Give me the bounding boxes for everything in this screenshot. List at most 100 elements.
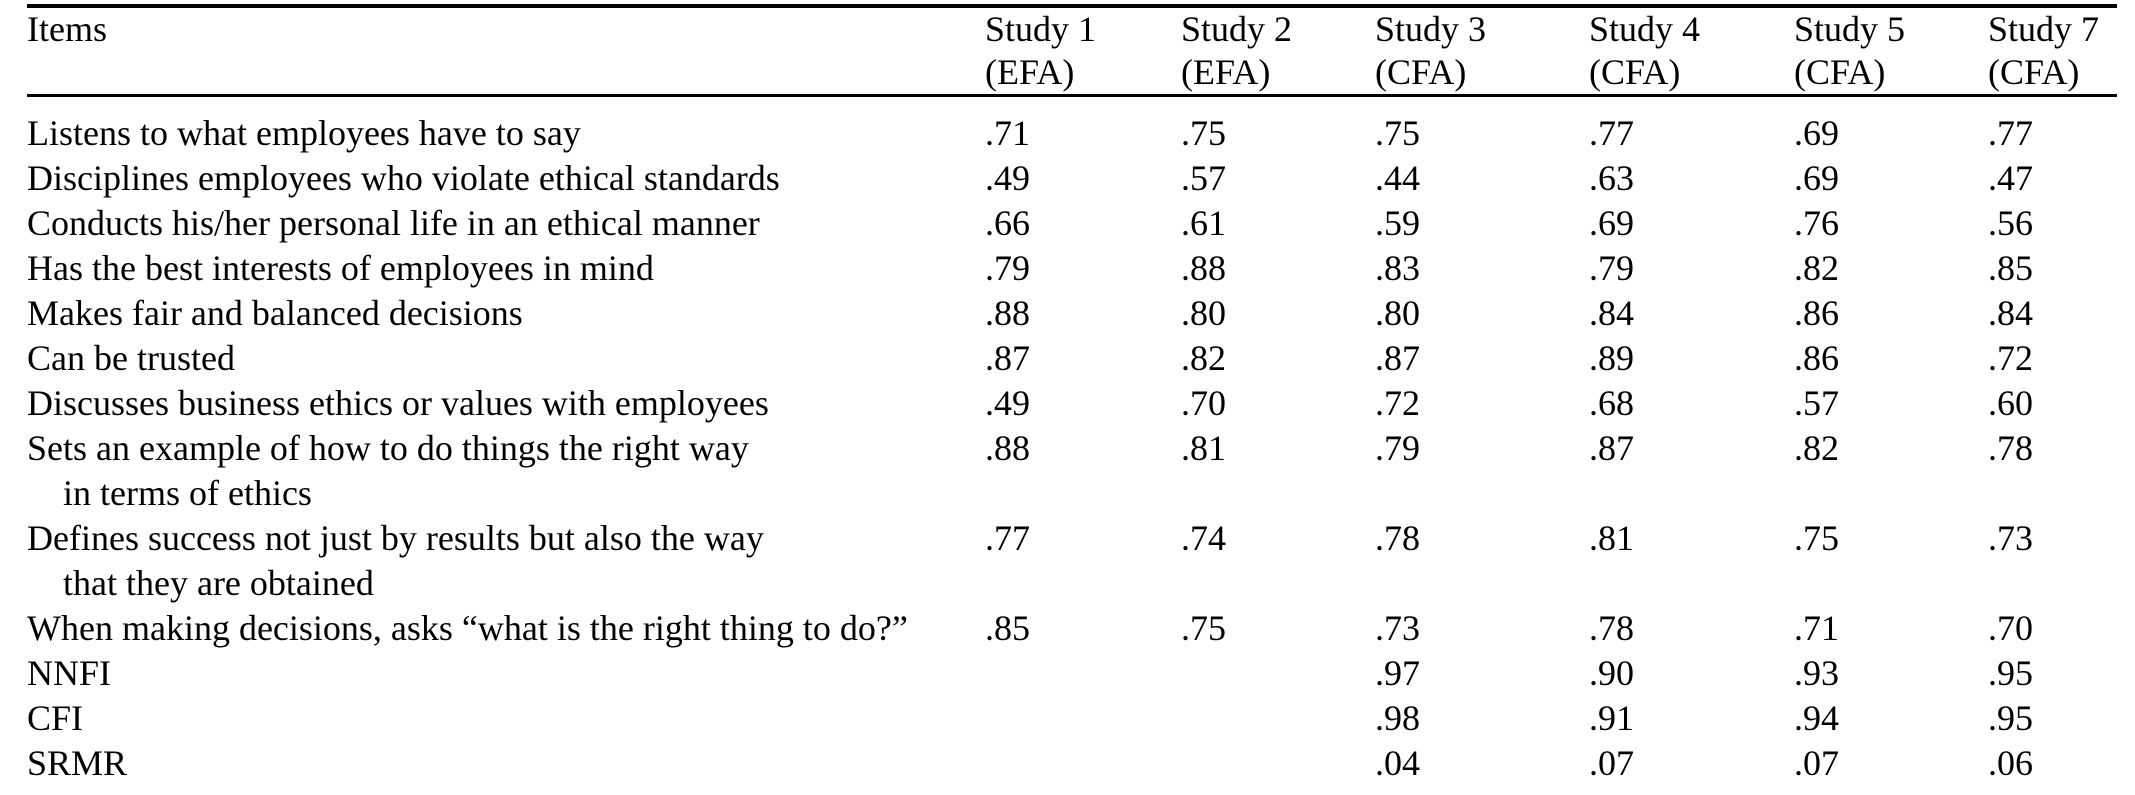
table-row: Listens to what employees have to say .71…	[27, 96, 2117, 157]
value-cell: .77	[985, 518, 1030, 558]
item-cell: CFI	[27, 696, 985, 741]
item-text: When making decisions, asks “what is the…	[27, 608, 908, 648]
value-cell: .75	[1181, 113, 1226, 153]
value-cell: .71	[985, 113, 1030, 153]
value-cell: .04	[1375, 743, 1420, 783]
value-cell	[985, 651, 1181, 696]
column-header-study-5: Study 5 (CFA)	[1794, 6, 1988, 97]
item-cell: Conducts his/her personal life in an eth…	[27, 201, 985, 246]
table-row: CFI .98 .91 .94 .95	[27, 696, 2117, 741]
item-text: Makes fair and balanced decisions	[27, 293, 523, 333]
table-header-row: Items Study 1 (EFA) Study 2 (EFA) Study 3 (CFA…	[27, 6, 2117, 97]
value-cell: .78	[1988, 428, 2033, 468]
value-cell: .49	[985, 383, 1030, 423]
value-cell: .73	[1375, 608, 1420, 648]
value-cell: .83	[1375, 248, 1420, 288]
item-text: RMSEA	[27, 786, 985, 795]
column-label: Study 5	[1794, 9, 1906, 49]
item-cell: Can be trusted	[27, 336, 985, 381]
value-cell: .88	[1181, 248, 1226, 288]
value-cell: .80	[1181, 293, 1226, 333]
value-cell: .81	[1589, 518, 1634, 558]
value-cell: .81	[1181, 428, 1226, 468]
item-cell: When making decisions, asks “what is the…	[27, 606, 985, 651]
table-row: Has the best interests of employees in m…	[27, 246, 2117, 291]
value-cell: .95	[1988, 653, 2033, 693]
column-header-study-7: Study 7 (CFA)	[1988, 6, 2117, 97]
value-cell: .49	[985, 158, 1030, 198]
value-cell: .87	[985, 338, 1030, 378]
item-text: SRMR	[27, 743, 128, 783]
value-cell: .82	[1181, 338, 1226, 378]
value-cell: .71	[1794, 608, 1839, 648]
table-row: RMSEA.06.08.08.06	[27, 786, 2117, 795]
item-text: Disciplines employees who violate ethica…	[27, 158, 780, 198]
item-cell: Disciplines employees who violate ethica…	[27, 156, 985, 201]
table-row: Makes fair and balanced decisions .88 .80.…	[27, 291, 2117, 336]
item-text: Listens to what employees have to say	[27, 113, 581, 153]
value-cell: .82	[1794, 428, 1839, 468]
item-cell: Listens to what employees have to say	[27, 96, 985, 157]
value-cell: .89	[1589, 338, 1634, 378]
item-cell: NNFI	[27, 651, 985, 696]
value-cell: .75	[1794, 518, 1839, 558]
item-cell: Has the best interests of employees in m…	[27, 246, 985, 291]
value-cell: .85	[985, 608, 1030, 648]
value-cell: .85	[1988, 248, 2033, 288]
value-cell: .86	[1794, 338, 1839, 378]
value-cell: .98	[1375, 698, 1420, 738]
value-cell: .75	[1181, 608, 1226, 648]
item-cell: Sets an example of how to do things the …	[27, 426, 985, 516]
value-cell: .56	[1988, 203, 2033, 243]
value-cell: .84	[1589, 293, 1634, 333]
value-cell: .66	[985, 203, 1030, 243]
value-cell: .79	[1589, 248, 1634, 288]
table-row: NNFI .97 .90 .93 .95	[27, 651, 2117, 696]
value-cell: .07	[1589, 743, 1634, 783]
value-cell: .57	[1181, 158, 1226, 198]
value-cell: .72	[1988, 338, 2033, 378]
value-cell: .75	[1375, 113, 1420, 153]
table-row: Defines success not just by results but …	[27, 516, 2117, 606]
item-cell: Defines success not just by results but …	[27, 516, 985, 606]
column-sublabel: (CFA)	[1794, 52, 1886, 92]
value-cell: .69	[1589, 203, 1634, 243]
column-label: Study 7	[1988, 9, 2100, 49]
value-cell	[1181, 741, 1375, 786]
value-cell: .95	[1988, 698, 2033, 738]
value-cell	[1181, 696, 1375, 741]
value-cell: .70	[1988, 608, 2033, 648]
value-cell	[985, 786, 1181, 795]
value-cell: .06	[1988, 786, 2117, 795]
column-header-study-2: Study 2 (EFA)	[1181, 6, 1375, 97]
item-text: Defines success not just by results but …	[27, 518, 764, 558]
value-cell: .88	[985, 428, 1030, 468]
value-cell: .47	[1988, 158, 2033, 198]
table-row: Disciplines employees who violate ethica…	[27, 156, 2117, 201]
value-cell: .68	[1589, 383, 1634, 423]
value-cell: .08	[1589, 786, 1794, 795]
value-cell: .82	[1794, 248, 1839, 288]
item-text: Sets an example of how to do things the …	[27, 428, 749, 468]
column-sublabel: (CFA)	[1375, 52, 1467, 92]
value-cell	[985, 696, 1181, 741]
table-row: When making decisions, asks “what is the…	[27, 606, 2117, 651]
value-cell: .69	[1794, 113, 1839, 153]
value-cell: .63	[1589, 158, 1634, 198]
item-text-continued: in terms of ethics	[63, 473, 312, 513]
value-cell: .69	[1794, 158, 1839, 198]
value-cell: .61	[1181, 203, 1226, 243]
column-sublabel: (CFA)	[1589, 52, 1681, 92]
column-sublabel: (EFA)	[985, 52, 1075, 92]
value-cell: .77	[1589, 113, 1634, 153]
table-body: Listens to what employees have to say .71…	[27, 96, 2117, 795]
table-row: SRMR .04 .07 .07 .06	[27, 741, 2117, 786]
value-cell: .76	[1794, 203, 1839, 243]
value-cell: .87	[1375, 338, 1420, 378]
column-sublabel: (EFA)	[1181, 52, 1271, 92]
value-cell: .94	[1794, 698, 1839, 738]
column-label: Study 3	[1375, 9, 1487, 49]
value-cell: .84	[1988, 293, 2033, 333]
table-row: Sets an example of how to do things the …	[27, 426, 2117, 516]
item-text-continued: that they are obtained	[63, 563, 374, 603]
